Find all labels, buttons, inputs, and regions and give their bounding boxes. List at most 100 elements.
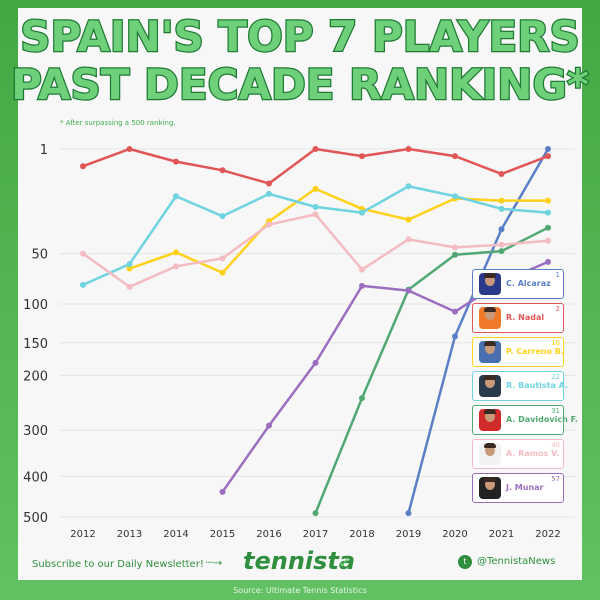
data-point bbox=[80, 281, 86, 288]
x-tick-label: 2015 bbox=[210, 529, 235, 540]
y-tick-label: 400 bbox=[23, 470, 48, 485]
series-line bbox=[82, 147, 549, 185]
x-tick-label: 2014 bbox=[163, 529, 188, 540]
data-point bbox=[545, 197, 551, 204]
legend-player-rank: 22 bbox=[551, 373, 560, 381]
data-point bbox=[126, 261, 133, 268]
data-point bbox=[405, 183, 412, 190]
data-point bbox=[359, 266, 365, 273]
data-point bbox=[545, 153, 551, 160]
legend-player-name: P. Carreno B. bbox=[506, 347, 564, 356]
dotted-arrow-icon: ····→ bbox=[205, 558, 222, 569]
series-line bbox=[314, 226, 549, 514]
twitter-icon[interactable]: t bbox=[458, 555, 472, 569]
data-point bbox=[452, 244, 458, 251]
legend-player-rank: 40 bbox=[551, 441, 560, 449]
data-point bbox=[126, 265, 133, 272]
data-point bbox=[498, 241, 505, 248]
data-point bbox=[219, 213, 226, 220]
title-line-2: PAST DECADE RANKING* bbox=[10, 60, 590, 109]
legend-item: J. Munar 57 bbox=[472, 473, 564, 503]
data-point bbox=[312, 146, 319, 152]
y-tick-label: 500 bbox=[23, 511, 48, 526]
legend-player-name: A. Davidovich F. bbox=[506, 415, 578, 424]
data-point bbox=[452, 153, 458, 160]
x-tick-label: 2022 bbox=[535, 529, 560, 540]
y-tick-label: 300 bbox=[23, 424, 48, 439]
data-point bbox=[359, 153, 365, 160]
brand-logo: tennista bbox=[243, 547, 356, 575]
data-point bbox=[80, 250, 86, 257]
data-point bbox=[498, 205, 505, 212]
data-point bbox=[359, 395, 365, 402]
player-avatar bbox=[479, 477, 501, 499]
data-point bbox=[219, 488, 226, 495]
data-point bbox=[359, 209, 365, 216]
avatar-face bbox=[485, 479, 495, 490]
avatar-hair bbox=[484, 477, 496, 482]
data-point bbox=[126, 146, 133, 152]
data-point bbox=[173, 158, 179, 165]
legend-player-rank: 16 bbox=[551, 339, 560, 347]
data-point bbox=[498, 197, 505, 204]
player-avatar bbox=[479, 375, 501, 397]
legend-item: A. Ramos V. 40 bbox=[472, 439, 564, 469]
data-point bbox=[452, 193, 458, 200]
legend-player-rank: 2 bbox=[555, 305, 560, 313]
data-point bbox=[312, 510, 319, 517]
legend-item: R. Nadal 2 bbox=[472, 303, 564, 333]
x-tick-label: 2012 bbox=[70, 529, 95, 540]
twitter-handle[interactable]: @TennistaNews bbox=[477, 556, 556, 567]
title-line-1: SPAIN'S TOP 7 PLAYERS bbox=[19, 12, 581, 61]
data-point bbox=[405, 236, 412, 243]
avatar-hair bbox=[484, 375, 496, 380]
legend-item: R. Bautista A. 22 bbox=[472, 371, 568, 401]
data-point bbox=[452, 308, 458, 315]
data-point bbox=[452, 251, 458, 258]
player-avatar bbox=[479, 273, 501, 295]
data-point bbox=[545, 224, 551, 231]
data-point bbox=[312, 359, 319, 366]
data-point bbox=[219, 269, 226, 276]
data-point bbox=[545, 209, 551, 216]
data-point bbox=[126, 283, 133, 290]
player-avatar bbox=[479, 307, 501, 329]
legend-player-name: J. Munar bbox=[506, 483, 544, 492]
legend-player-rank: 1 bbox=[555, 271, 560, 279]
avatar-face bbox=[485, 343, 495, 354]
data-point bbox=[545, 146, 551, 152]
data-point bbox=[266, 422, 272, 429]
data-point bbox=[498, 170, 505, 177]
legend-item: C. Alcaraz 1 bbox=[472, 269, 564, 299]
player-avatar bbox=[479, 409, 501, 431]
data-point bbox=[359, 282, 365, 289]
x-tick-label: 2021 bbox=[489, 529, 514, 540]
x-tick-label: 2017 bbox=[303, 529, 328, 540]
data-point bbox=[266, 190, 272, 197]
legend-player-name: A. Ramos V. bbox=[506, 449, 560, 458]
avatar-hair bbox=[484, 341, 496, 346]
data-point bbox=[312, 185, 319, 192]
legend-player-name: C. Alcaraz bbox=[506, 279, 551, 288]
data-point bbox=[266, 180, 272, 187]
x-tick-label: 2019 bbox=[396, 529, 421, 540]
legend-player-name: R. Nadal bbox=[506, 313, 545, 322]
footnote: * After surpassing a 500 ranking. bbox=[60, 119, 176, 127]
data-point bbox=[219, 255, 226, 262]
avatar-face bbox=[485, 445, 495, 456]
data-point bbox=[312, 211, 319, 218]
x-tick-label: 2018 bbox=[349, 529, 374, 540]
player-avatar bbox=[479, 341, 501, 363]
series-line bbox=[129, 187, 548, 275]
data-point bbox=[498, 226, 505, 233]
newsletter-link[interactable]: Subscribe to our Daily Newsletter! bbox=[32, 559, 204, 570]
y-tick-label: 50 bbox=[31, 248, 48, 263]
y-tick-label: 1 bbox=[40, 143, 48, 158]
data-point bbox=[173, 193, 179, 200]
avatar-face bbox=[485, 275, 495, 286]
x-tick-label: 2013 bbox=[117, 529, 142, 540]
y-tick-label: 200 bbox=[23, 369, 48, 384]
data-point bbox=[545, 237, 551, 244]
avatar-hair bbox=[484, 307, 496, 312]
